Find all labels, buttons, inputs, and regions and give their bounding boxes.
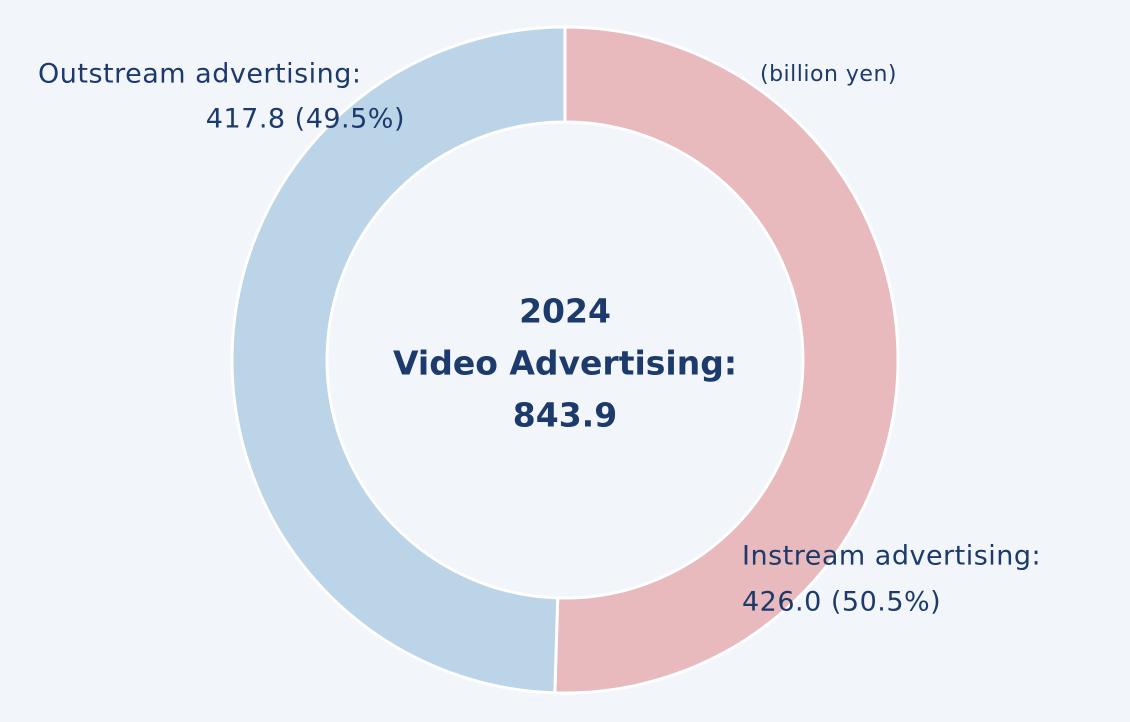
center-text: Video Advertising: xyxy=(393,344,737,383)
center-text: 2024 xyxy=(519,292,611,331)
slice-label: Outstream advertising: xyxy=(38,59,362,90)
slice xyxy=(230,25,567,695)
unit-label: (billion yen) xyxy=(760,62,897,87)
center-text: 843.9 xyxy=(513,396,617,435)
slice-label: Instream advertising: xyxy=(742,541,1041,572)
slice xyxy=(553,25,900,695)
value-label: 426.0 (50.5%) xyxy=(742,587,941,618)
value-label: 417.8 (49.5%) xyxy=(206,104,405,135)
